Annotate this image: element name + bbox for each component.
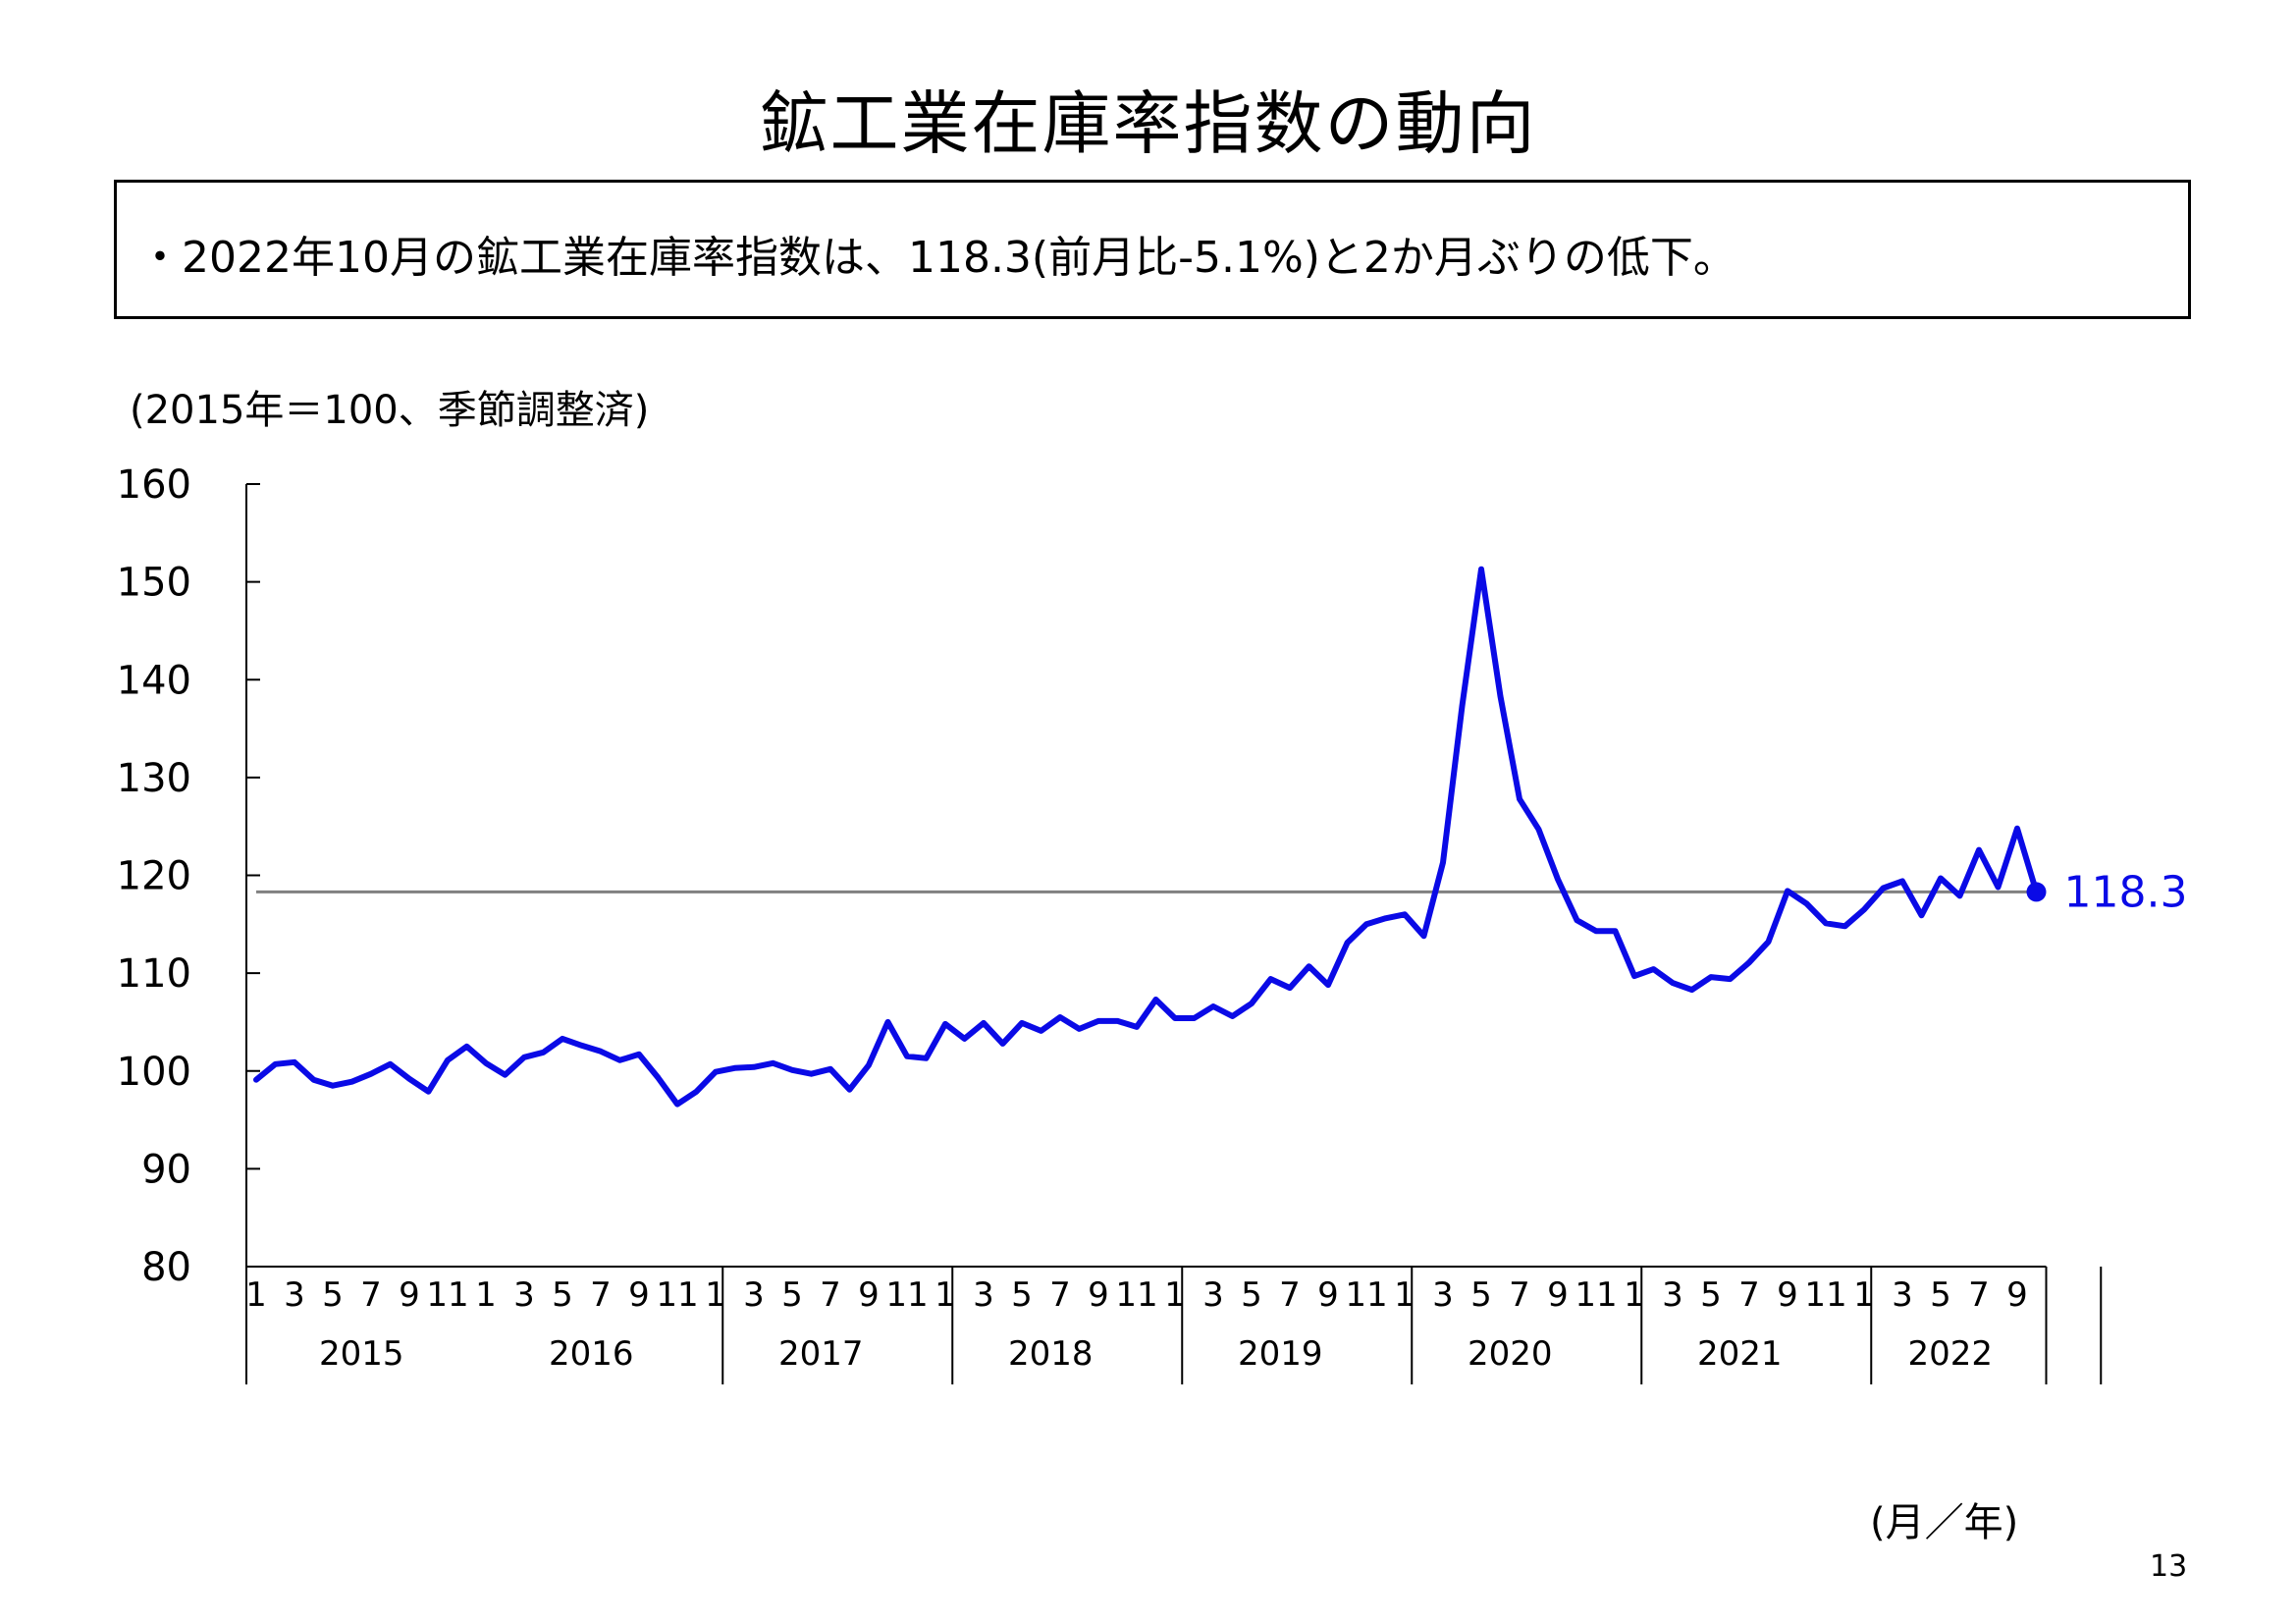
y-tick-label: 130 xyxy=(117,756,191,801)
month-tick-label: 5 xyxy=(1930,1275,1951,1315)
year-label: 2022 xyxy=(1907,1334,1993,1374)
month-tick-label: 9 xyxy=(1088,1275,1109,1315)
month-tick-label: 3 xyxy=(1892,1275,1913,1315)
month-tick-label: 11 xyxy=(1804,1275,1846,1315)
month-tick-label: 1 xyxy=(1624,1275,1645,1315)
month-tick-label: 11 xyxy=(426,1275,468,1315)
month-tick-label: 3 xyxy=(743,1275,765,1315)
month-tick-label: 1 xyxy=(1853,1275,1875,1315)
y-tick-label: 140 xyxy=(117,658,191,703)
month-tick-label: 1 xyxy=(1394,1275,1415,1315)
y-tick-label: 110 xyxy=(117,951,191,997)
year-label: 2017 xyxy=(778,1334,864,1374)
month-tick-label: 3 xyxy=(284,1275,305,1315)
page-title: 鉱工業在庫率指数の動向 xyxy=(759,83,1537,164)
month-tick-label: 3 xyxy=(1432,1275,1454,1315)
summary-box: ・2022年10月の鉱工業在庫率指数は、118.3(前月比-5.1%)と2か月ぶ… xyxy=(114,180,2191,319)
year-label: 2019 xyxy=(1238,1334,1323,1374)
month-tick-label: 1 xyxy=(1164,1275,1186,1315)
month-tick-label: 5 xyxy=(1011,1275,1033,1315)
month-tick-label: 1 xyxy=(705,1275,726,1315)
y-tick-label: 90 xyxy=(141,1147,191,1192)
page-number: 13 xyxy=(2150,1549,2188,1584)
month-tick-label: 9 xyxy=(1777,1275,1798,1315)
year-label: 2021 xyxy=(1697,1334,1783,1374)
month-tick-label: 7 xyxy=(1968,1275,1990,1315)
summary-text: ・2022年10月の鉱工業在庫率指数は、118.3(前月比-5.1%)と2か月ぶ… xyxy=(138,233,1736,283)
year-label: 2015 xyxy=(319,1334,404,1374)
y-tick-label: 120 xyxy=(117,854,191,899)
month-tick-label: 7 xyxy=(820,1275,841,1315)
month-tick-label: 3 xyxy=(1662,1275,1683,1315)
month-tick-label: 5 xyxy=(552,1275,573,1315)
year-label: 2018 xyxy=(1008,1334,1094,1374)
month-tick-label: 7 xyxy=(1279,1275,1301,1315)
y-tick-label: 100 xyxy=(117,1050,191,1095)
month-tick-label: 5 xyxy=(322,1275,344,1315)
month-tick-label: 9 xyxy=(628,1275,650,1315)
month-tick-label: 5 xyxy=(781,1275,803,1315)
x-axis-label: (月／年) xyxy=(1870,1500,2019,1545)
month-tick-label: 9 xyxy=(2006,1275,2028,1315)
month-tick-label: 1 xyxy=(934,1275,956,1315)
month-tick-label: 3 xyxy=(1202,1275,1224,1315)
month-tick-label: 9 xyxy=(1547,1275,1569,1315)
month-tick-label: 5 xyxy=(1470,1275,1492,1315)
month-tick-label: 11 xyxy=(885,1275,928,1315)
month-tick-label: 7 xyxy=(1509,1275,1530,1315)
month-tick-label: 5 xyxy=(1241,1275,1262,1315)
year-label: 2020 xyxy=(1468,1334,1553,1374)
month-tick-label: 7 xyxy=(1049,1275,1071,1315)
series-line xyxy=(253,566,2040,1108)
month-tick-label: 5 xyxy=(1700,1275,1722,1315)
month-tick-label: 1 xyxy=(475,1275,497,1315)
month-tick-label: 11 xyxy=(1345,1275,1387,1315)
month-tick-label: 3 xyxy=(973,1275,994,1315)
month-tick-label: 9 xyxy=(399,1275,420,1315)
month-tick-label: 9 xyxy=(858,1275,880,1315)
unit-note: (2015年＝100、季節調整済) xyxy=(130,388,650,433)
last-point-label: 118.3 xyxy=(2064,867,2188,917)
month-tick-label: 7 xyxy=(590,1275,612,1315)
month-tick-label: 7 xyxy=(360,1275,382,1315)
y-tick-label: 80 xyxy=(141,1245,191,1290)
month-tick-label: 7 xyxy=(1738,1275,1760,1315)
last-point-marker xyxy=(2026,882,2047,902)
month-tick-label: 1 xyxy=(245,1275,267,1315)
month-tick-label: 11 xyxy=(1575,1275,1617,1315)
month-tick-label: 11 xyxy=(1115,1275,1157,1315)
month-tick-label: 9 xyxy=(1317,1275,1339,1315)
year-label: 2016 xyxy=(549,1334,634,1374)
month-tick-label: 11 xyxy=(656,1275,698,1315)
y-tick-label: 150 xyxy=(117,561,191,606)
y-tick-label: 160 xyxy=(117,462,191,508)
month-tick-label: 3 xyxy=(513,1275,535,1315)
